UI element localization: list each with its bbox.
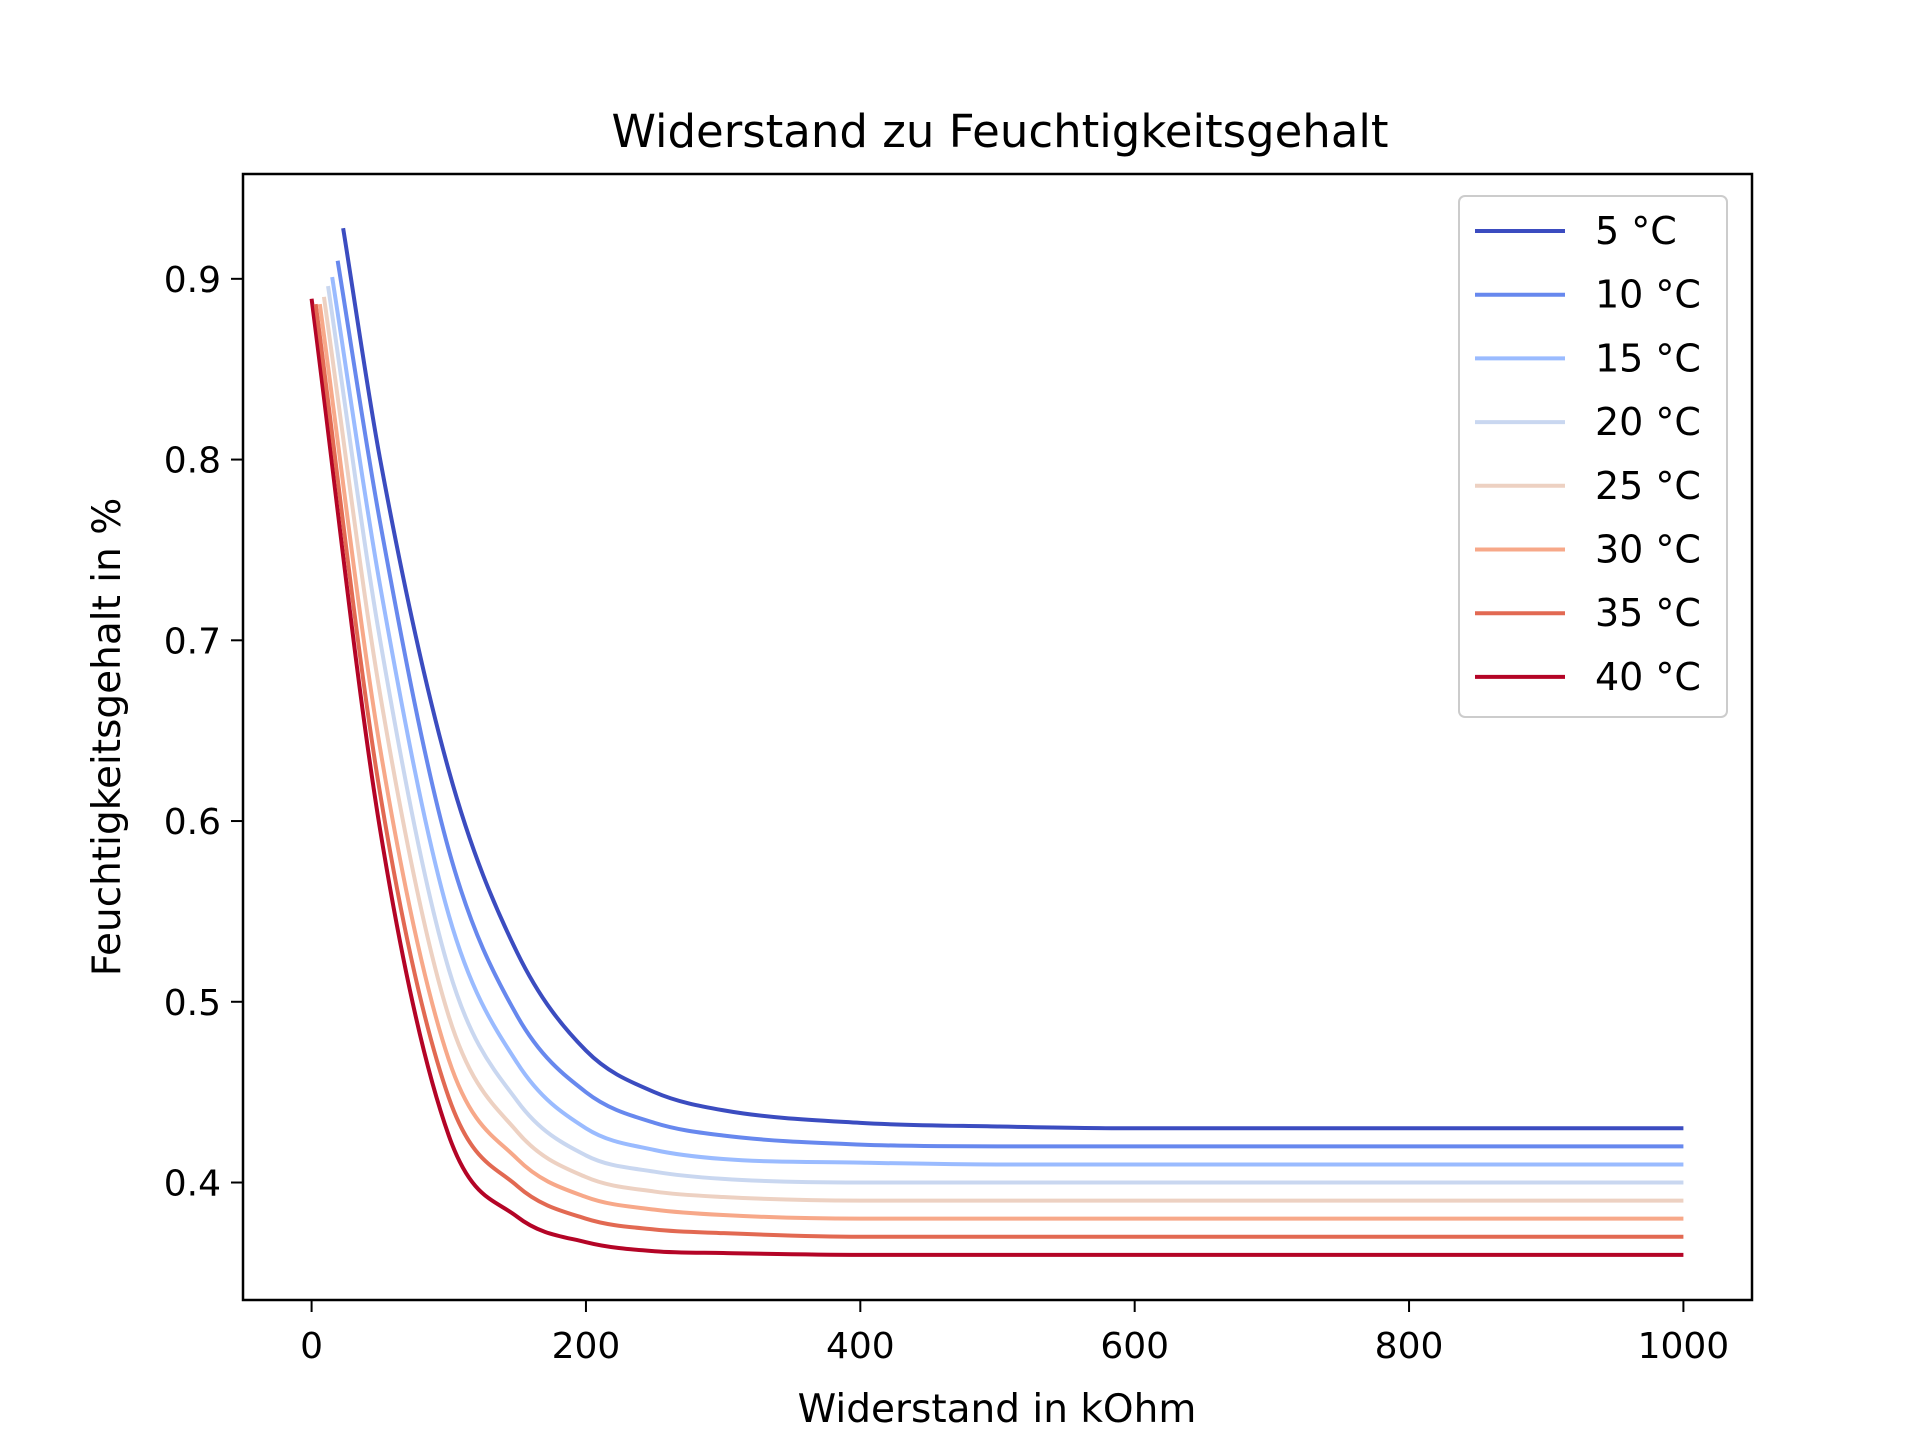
y-tick-label: 0.6	[164, 802, 221, 843]
legend-box	[1458, 195, 1728, 718]
series-line-1	[341, 227, 1684, 1131]
y-axis-title: Feuchtigkeitsgehalt in %	[85, 498, 130, 977]
x-axis-title: Widerstand in kOhm	[798, 1387, 1197, 1432]
series-layer	[309, 227, 1684, 1257]
series-line-6	[317, 303, 1684, 1221]
legend-label: 5 °C	[1595, 209, 1677, 253]
plot-frame	[241, 172, 1754, 1302]
y-tick-label: 0.5	[164, 983, 221, 1024]
x-tick-label: 400	[826, 1326, 895, 1367]
legend-label: 15 °C	[1595, 336, 1701, 380]
x-tick-label: 600	[1100, 1326, 1169, 1367]
series-line-4	[326, 285, 1684, 1185]
chart-title: Widerstand zu Feuchtigkeitsgehalt	[611, 105, 1388, 158]
x-tick-label: 800	[1375, 1326, 1444, 1367]
y-axis: 0.4 0.5 0.6 0.7 0.8 0.9	[164, 260, 243, 1205]
y-tick-label: 0.9	[164, 260, 221, 301]
series-line-7	[313, 303, 1684, 1239]
y-tick-label: 0.8	[164, 441, 221, 482]
series-line-5	[321, 296, 1684, 1203]
x-tick-label: 1000	[1638, 1326, 1730, 1367]
x-axis: 0 200 400 600 800 1000	[300, 1300, 1729, 1367]
x-tick-label: 200	[552, 1326, 621, 1367]
series-line-8	[309, 298, 1684, 1257]
x-tick-label: 0	[300, 1326, 323, 1367]
legend-label: 10 °C	[1595, 273, 1701, 317]
legend-label: 25 °C	[1595, 464, 1701, 508]
legend-label: 20 °C	[1595, 400, 1701, 444]
y-tick-label: 0.7	[164, 621, 221, 662]
legend-label: 30 °C	[1595, 528, 1701, 572]
series-line-3	[330, 276, 1684, 1167]
y-tick-label: 0.4	[164, 1164, 221, 1205]
legend: 5 °C 10 °C 15 °C 20 °C 25 °C 30 °C 35 °C 40 °C	[1458, 195, 1728, 718]
series-line-2	[335, 260, 1684, 1149]
legend-label: 35 °C	[1595, 591, 1701, 635]
legend-label: 40 °C	[1595, 655, 1701, 699]
